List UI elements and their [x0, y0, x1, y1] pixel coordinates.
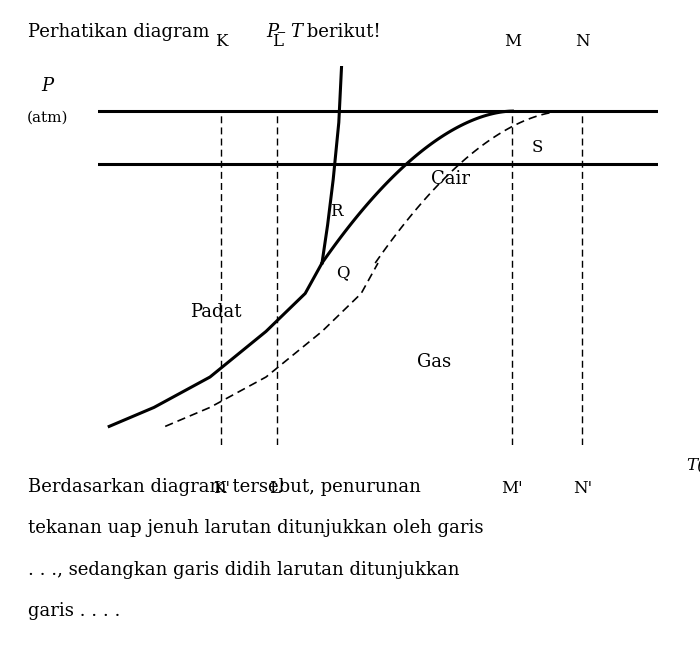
Text: S: S	[532, 139, 543, 156]
Text: . . ., sedangkan garis didih larutan ditunjukkan: . . ., sedangkan garis didih larutan dit…	[28, 561, 459, 578]
Text: N': N'	[573, 479, 592, 496]
Text: –: –	[276, 23, 286, 41]
Text: L': L'	[270, 479, 285, 496]
Text: Perhatikan diagram: Perhatikan diagram	[28, 23, 216, 41]
Text: P: P	[41, 77, 54, 95]
Text: (atm): (atm)	[27, 111, 69, 125]
Text: P: P	[266, 23, 278, 41]
Text: garis . . . .: garis . . . .	[28, 602, 120, 620]
Text: M: M	[504, 33, 521, 50]
Text: Cair: Cair	[431, 170, 470, 189]
Text: Q: Q	[336, 264, 349, 281]
Text: N: N	[575, 33, 589, 50]
Text: Berdasarkan diagram tersebut, penurunan: Berdasarkan diagram tersebut, penurunan	[28, 478, 421, 496]
Text: tekanan uap jenuh larutan ditunjukkan oleh garis: tekanan uap jenuh larutan ditunjukkan ol…	[28, 519, 484, 537]
Text: M': M'	[502, 479, 523, 496]
Text: Padat: Padat	[190, 303, 242, 322]
Text: T: T	[290, 23, 302, 41]
Text: R: R	[330, 203, 343, 220]
Text: K: K	[215, 33, 228, 50]
Text: L: L	[272, 33, 283, 50]
Text: K': K'	[213, 479, 230, 496]
Text: Gas: Gas	[417, 353, 451, 371]
Text: berikut!: berikut!	[301, 23, 381, 41]
Text: T(°C): T(°C)	[686, 458, 700, 475]
